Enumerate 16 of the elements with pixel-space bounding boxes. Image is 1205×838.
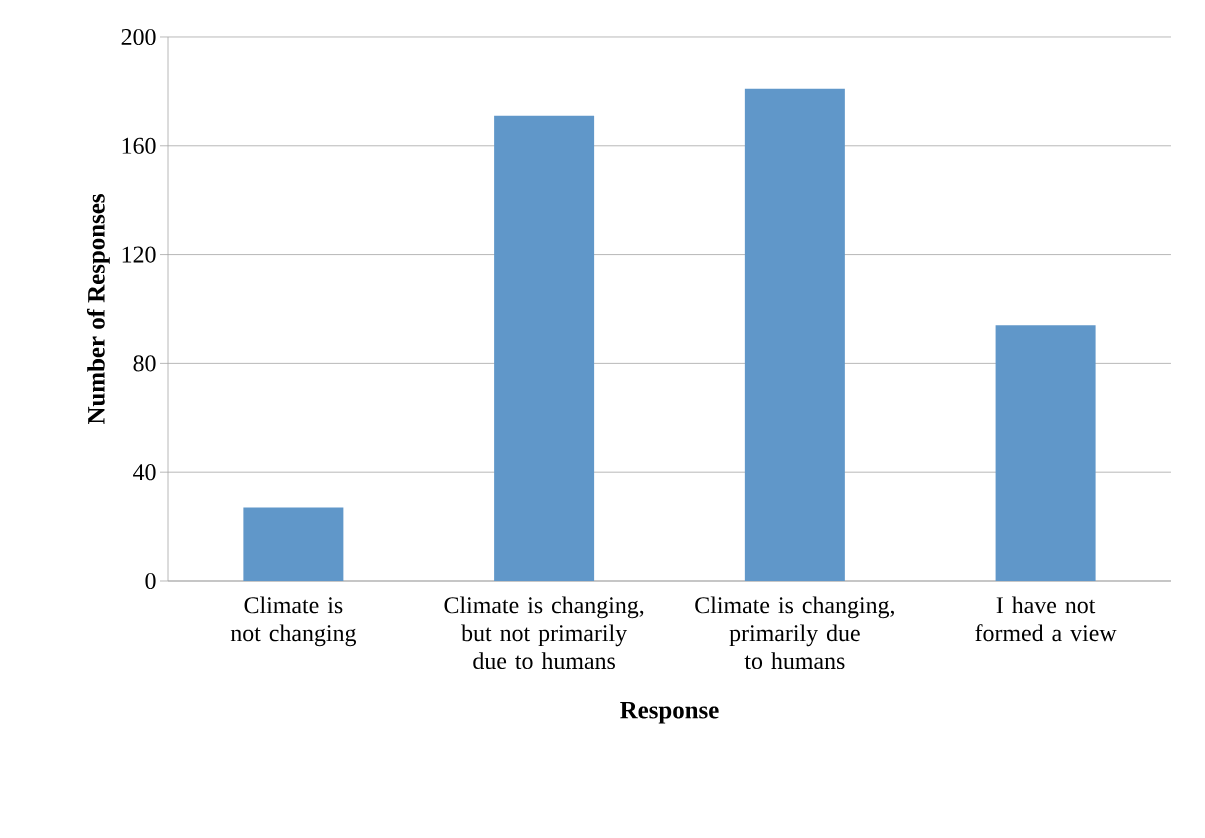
y-tick-label: 120 xyxy=(122,246,156,263)
bar xyxy=(995,325,1096,581)
bar xyxy=(243,507,344,581)
x-tick-label: Climate is changing, but not primarily due to humans xyxy=(444,596,644,670)
x-axis-title: Response xyxy=(620,701,719,724)
y-tick-label: 160 xyxy=(122,137,156,154)
y-axis-title: Number of Responses xyxy=(86,194,110,425)
bar xyxy=(494,115,595,581)
x-tick-label: I have not formed a view xyxy=(975,596,1117,642)
y-tick-label: 80 xyxy=(133,355,156,372)
y-tick-label: 200 xyxy=(121,28,156,46)
y-tick-label: 0 xyxy=(145,572,156,590)
bar xyxy=(744,88,845,581)
y-tick-label: 40 xyxy=(133,464,156,481)
x-tick-label: Climate is not changing xyxy=(230,596,357,647)
x-tick-label: Climate is changing, primarily due to humans xyxy=(695,596,894,670)
